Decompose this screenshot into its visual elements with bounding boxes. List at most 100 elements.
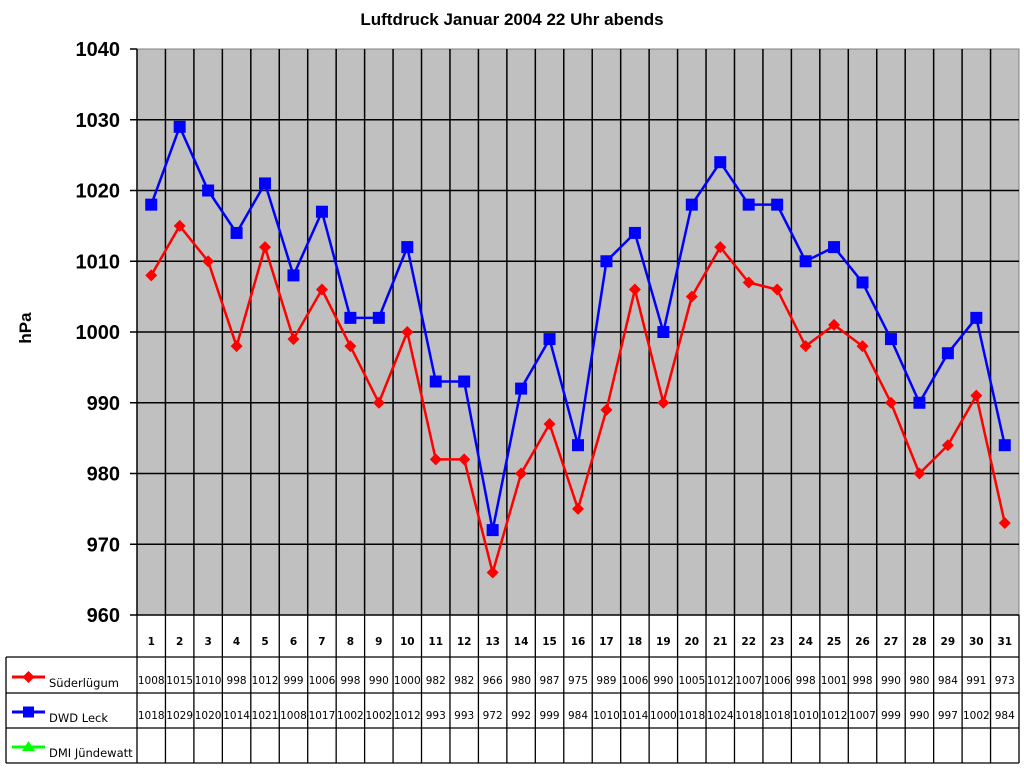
data-point-marker [173, 120, 186, 133]
table-cell-value: 998 [340, 675, 360, 687]
table-cell-value: 992 [511, 710, 531, 722]
y-tick-label: 1000 [76, 322, 121, 344]
x-category-label: 16 [571, 636, 586, 648]
data-point-marker [543, 333, 556, 346]
x-category-label: 29 [941, 636, 956, 648]
x-category-label: 31 [997, 636, 1012, 648]
x-category-label: 3 [204, 636, 211, 648]
table-cell-value: 1012 [821, 710, 848, 722]
table-cell-value: 1010 [593, 710, 620, 722]
x-category-label: 22 [741, 636, 756, 648]
data-point-marker [828, 241, 841, 254]
table-cell-value: 998 [852, 675, 872, 687]
table-cell-value: 1012 [707, 675, 734, 687]
table-cell-value: 997 [938, 710, 958, 722]
table-cell-value: 1014 [622, 710, 649, 722]
table-cell-value: 999 [881, 710, 901, 722]
x-category-label: 18 [628, 636, 643, 648]
data-point-marker [799, 255, 812, 268]
table-cell-value: 973 [995, 675, 1015, 687]
table-cell-value: 1007 [849, 710, 876, 722]
table-cell-value: 1021 [252, 710, 279, 722]
x-category-label: 5 [261, 636, 268, 648]
data-point-marker [287, 333, 300, 346]
table-cell-value: 1024 [707, 710, 734, 722]
data-point-marker [856, 340, 869, 353]
data-point-marker [714, 241, 727, 254]
x-category-label: 11 [428, 636, 443, 648]
data-point-marker [685, 198, 698, 211]
table-cell-value: 998 [227, 675, 247, 687]
table-cell-value: 990 [369, 675, 389, 687]
y-tick-label: 1040 [76, 39, 121, 61]
table-cell-value: 1010 [195, 675, 222, 687]
legend-label: DWD Leck [49, 711, 108, 725]
data-point-marker [600, 403, 613, 416]
data-point-marker [145, 198, 158, 211]
table-cell-value: 999 [540, 710, 560, 722]
x-category-label: 21 [713, 636, 728, 648]
table-cell-value: 1020 [195, 710, 222, 722]
data-point-marker [287, 269, 300, 282]
x-category-label: 30 [969, 636, 984, 648]
legend-entry: Süderlügum [12, 671, 119, 690]
data-point-marker [828, 318, 841, 331]
x-category-label: 13 [485, 636, 500, 648]
data-point-marker [628, 283, 641, 296]
square-marker-icon [23, 706, 34, 718]
data-point-marker [344, 340, 357, 353]
x-category-label: 28 [912, 636, 927, 648]
data-point-marker [714, 156, 727, 169]
data-point-marker [742, 276, 755, 289]
table-cell-value: 1008 [138, 675, 165, 687]
legend-entry: DMI Jündewatt [12, 741, 133, 760]
table-cell-value: 1006 [622, 675, 649, 687]
data-point-marker [628, 226, 641, 239]
y-axis: 960 970 980 990 1000 1010 1020 1030 1040 [76, 39, 138, 627]
data-point-marker [429, 375, 442, 388]
data-point-marker [401, 326, 414, 338]
data-point-marker [884, 396, 897, 409]
y-tick-label: 1030 [76, 110, 121, 132]
y-tick-label: 970 [87, 534, 120, 556]
data-point-marker [372, 311, 385, 324]
x-category-label: 4 [233, 636, 240, 648]
table-cell-value: 1018 [764, 710, 791, 722]
data-point-marker [771, 198, 784, 211]
data-point-marker [884, 333, 897, 346]
data-point-marker [486, 566, 499, 579]
data-point-marker [572, 502, 584, 515]
x-category-label: 24 [798, 636, 813, 648]
table-cell-value: 1000 [650, 710, 677, 722]
data-point-marker [941, 347, 954, 360]
triangle-marker-icon [22, 741, 35, 751]
data-point-marker [913, 396, 926, 409]
plot-area [136, 48, 1020, 616]
data-table: 1 2 3 4 5 6 7 8 9 10 11 12 13 14 15 16 17 18 19 20 21 22 23 24 2… [5, 614, 1020, 764]
table-cell-value: 993 [426, 710, 446, 722]
data-point-marker [543, 417, 556, 430]
table-cell-value: 1002 [365, 710, 392, 722]
data-point-marker [941, 439, 954, 452]
data-point-marker [230, 340, 243, 353]
table-cell-value: 1006 [309, 675, 336, 687]
table-cell-value: 991 [966, 675, 986, 687]
chart-title: Luftdruck Januar 2004 22 Uhr abends [360, 10, 664, 29]
series-dwd-leck [145, 120, 1011, 537]
series-süderlügum [145, 219, 1011, 579]
legend-entry: DWD Leck [12, 706, 108, 725]
legend-label: Süderlügum [49, 676, 119, 690]
table-cell-value: 972 [483, 710, 503, 722]
data-point-marker [913, 467, 926, 480]
data-point-marker [856, 276, 869, 289]
table-cell-value: 1002 [963, 710, 990, 722]
x-category-label: 8 [347, 636, 354, 648]
data-point-marker [458, 453, 471, 466]
table-cell-value: 984 [568, 710, 588, 722]
data-point-marker [230, 226, 243, 239]
data-point-marker [515, 382, 528, 395]
y-tick-label: 1020 [76, 181, 121, 203]
data-point-marker [429, 453, 442, 466]
x-category-label: 26 [855, 636, 870, 648]
table-cell-value: 1007 [735, 675, 762, 687]
